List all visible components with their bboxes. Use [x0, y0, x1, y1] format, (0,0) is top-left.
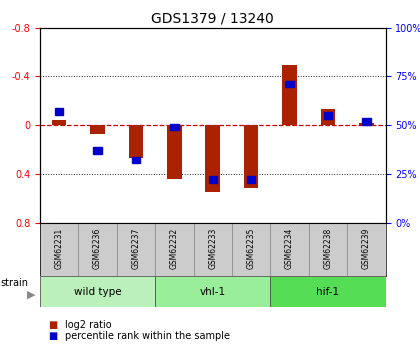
- Bar: [93, 147, 102, 154]
- Bar: [52, 120, 66, 125]
- Bar: [194, 223, 232, 276]
- Text: hif-1: hif-1: [316, 287, 339, 296]
- Bar: [270, 223, 309, 276]
- Bar: [90, 125, 105, 134]
- Text: GSM62233: GSM62233: [208, 227, 217, 269]
- Bar: [244, 125, 258, 188]
- Bar: [247, 176, 255, 183]
- Bar: [347, 223, 386, 276]
- Bar: [320, 109, 335, 125]
- Bar: [232, 223, 270, 276]
- Text: GSM62237: GSM62237: [131, 227, 140, 269]
- Text: strain: strain: [1, 278, 29, 288]
- Bar: [324, 112, 332, 119]
- Text: GSM62234: GSM62234: [285, 227, 294, 269]
- Text: ▶: ▶: [27, 290, 36, 300]
- Title: GDS1379 / 13240: GDS1379 / 13240: [151, 11, 274, 25]
- Bar: [40, 276, 155, 307]
- Text: GSM62231: GSM62231: [55, 228, 63, 269]
- Bar: [155, 223, 194, 276]
- Bar: [155, 276, 270, 307]
- Bar: [285, 81, 294, 88]
- Text: GSM62238: GSM62238: [323, 228, 333, 269]
- Bar: [270, 276, 386, 307]
- Text: GSM62235: GSM62235: [247, 227, 256, 269]
- Bar: [40, 223, 78, 276]
- Bar: [55, 108, 63, 115]
- Text: percentile rank within the sample: percentile rank within the sample: [65, 332, 230, 341]
- Text: ■: ■: [48, 332, 58, 341]
- Bar: [309, 223, 347, 276]
- Text: vhl-1: vhl-1: [200, 287, 226, 296]
- Bar: [78, 223, 117, 276]
- Bar: [132, 157, 140, 164]
- Bar: [170, 124, 178, 130]
- Bar: [205, 125, 220, 192]
- Bar: [359, 122, 374, 125]
- Bar: [117, 223, 155, 276]
- Bar: [167, 125, 181, 179]
- Text: wild type: wild type: [74, 287, 121, 296]
- Bar: [208, 176, 217, 183]
- Bar: [282, 65, 297, 125]
- Bar: [129, 125, 143, 158]
- Bar: [362, 118, 370, 125]
- Text: ■: ■: [48, 320, 58, 330]
- Text: GSM62239: GSM62239: [362, 227, 371, 269]
- Text: GSM62236: GSM62236: [93, 227, 102, 269]
- Text: log2 ratio: log2 ratio: [65, 320, 112, 330]
- Text: GSM62232: GSM62232: [170, 228, 179, 269]
